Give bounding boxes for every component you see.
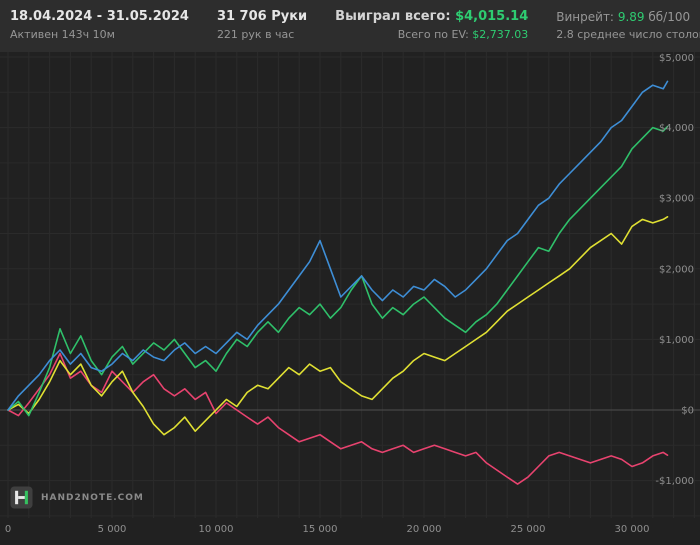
y-tick-label: $4,000	[659, 123, 694, 134]
ev-label: Всего по EV:	[397, 28, 469, 41]
winrate-unit: бб/100	[648, 10, 691, 24]
active-time: Активен 143ч 10м	[10, 28, 115, 41]
total-won-label: Выиграл всего:	[335, 9, 451, 24]
date-range-block: 18.04.2024 - 31.05.2024 Активен 143ч 10м	[10, 9, 189, 41]
grid-lines	[0, 52, 700, 518]
series-lines	[7, 80, 669, 485]
hand2note-logo: HAND2NOTE.COM	[10, 486, 144, 509]
series-green-line	[7, 125, 669, 417]
x-tick-label: 25 000	[511, 524, 546, 535]
y-tick-label: $5,000	[659, 53, 694, 64]
x-tick-label: 15 000	[303, 524, 338, 535]
winrate-label: Винрейт:	[556, 10, 614, 24]
x-tick-label: 0	[5, 524, 11, 535]
winnings-block: Выиграл всего: $4,015.14 Всего по EV: $2…	[335, 9, 528, 41]
hand2note-logo-icon	[10, 486, 33, 509]
x-tick-label: 30 000	[615, 524, 650, 535]
hands-count: 31 706 Руки	[216, 9, 308, 24]
logo-text: HAND2NOTE.COM	[41, 492, 144, 503]
date-range: 18.04.2024 - 31.05.2024	[10, 9, 189, 24]
y-tick-label: $0	[681, 406, 694, 417]
graph-area: 0 5 000 10 000 15 000 20 000 25 000 30 000 $5,0…	[0, 52, 700, 545]
hands-block: 31 706 Руки 221 рук в час	[217, 9, 307, 41]
ev-value: $2,737.03	[472, 28, 529, 41]
x-tick-label: 20 000	[407, 524, 442, 535]
x-tick-label: 5 000	[98, 524, 127, 535]
y-tick-label: -$1,000	[655, 476, 694, 487]
x-tick-label: 10 000	[199, 524, 234, 535]
y-axis-labels: $5,000 $4,000 $3,000 $2,000 $1,000 $0 -$1,000	[655, 53, 694, 487]
series-blue-line	[7, 80, 669, 411]
winrate-block: Винрейт: 9.89 бб/100 2.8 среднее число с…	[556, 9, 700, 41]
winrate-value: 9.89	[617, 10, 645, 24]
hands-per-hour: 221 рук в час	[216, 28, 295, 41]
winnings-chart: 0 5 000 10 000 15 000 20 000 25 000 30 000 $5,0…	[0, 52, 700, 535]
series-yellow-line	[7, 216, 669, 436]
total-won-value: $4,015.14	[455, 9, 529, 24]
x-axis-labels: 0 5 000 10 000 15 000 20 000 25 000 30 000	[5, 524, 650, 535]
y-tick-label: $2,000	[659, 264, 694, 275]
avg-tables: 2.8 среднее число столов	[556, 28, 700, 41]
series-pink-line	[7, 352, 669, 485]
stats-header: 18.04.2024 - 31.05.2024 Активен 143ч 10м…	[0, 0, 700, 52]
y-tick-label: $1,000	[659, 335, 694, 346]
y-tick-label: $3,000	[659, 194, 694, 205]
